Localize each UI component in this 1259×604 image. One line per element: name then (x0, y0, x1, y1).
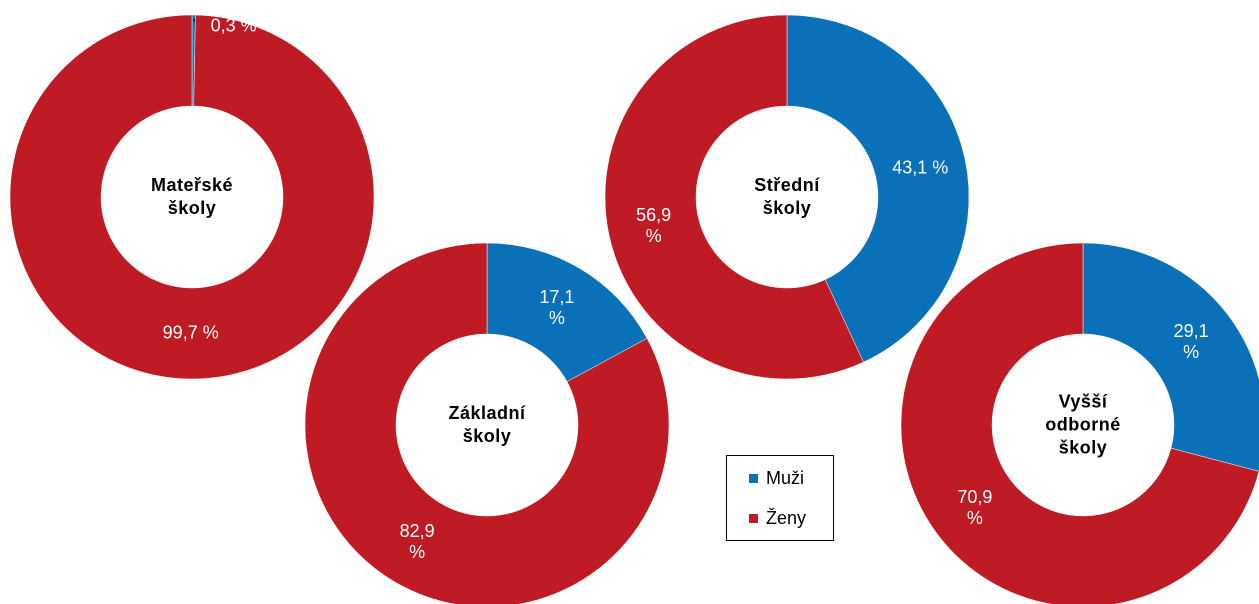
legend: Muži Ženy (726, 455, 834, 541)
center-title: Vyšší odborné školy (1045, 391, 1121, 458)
center-title: Mateřské školy (150, 175, 234, 218)
data-label: 0,3 % (210, 15, 257, 36)
legend-entry: Ženy (749, 508, 806, 529)
data-label: 82,9 % (399, 521, 435, 563)
data-label: 29,1 % (1173, 320, 1209, 362)
donut-slice (900, 242, 1259, 604)
donut-slice (786, 14, 970, 363)
data-label: 56,9 % (636, 205, 672, 247)
donut-slice (1082, 242, 1259, 472)
data-label: 99,7 % (162, 322, 219, 343)
data-label: 70,9 % (957, 487, 993, 529)
legend-entry: Muži (749, 468, 804, 489)
donut-slice (486, 242, 648, 383)
center-title: Střední školy (754, 175, 820, 218)
donut-slice (9, 14, 375, 380)
legend-swatch (749, 514, 758, 523)
legend-label: Muži (766, 468, 805, 488)
center-title: Základní školy (448, 403, 526, 446)
legend-label: Ženy (766, 508, 807, 528)
donut-slice (304, 242, 670, 604)
data-label: 43,1 % (892, 157, 949, 178)
data-label: 17,1 % (539, 286, 575, 328)
legend-swatch (749, 474, 758, 483)
donut-slice (604, 14, 864, 380)
